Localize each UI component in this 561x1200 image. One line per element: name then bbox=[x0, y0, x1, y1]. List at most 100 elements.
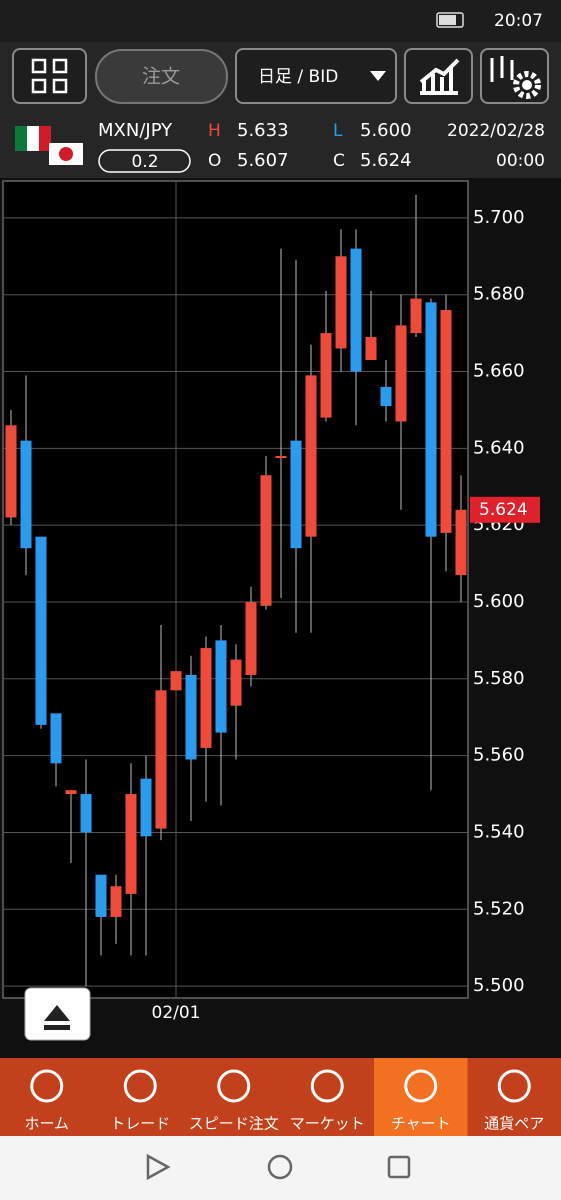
nav-icon bbox=[497, 1069, 531, 1103]
date: 2022/02/28 bbox=[447, 121, 545, 141]
nav-item[interactable]: ホーム bbox=[0, 1058, 94, 1136]
system-nav-bar bbox=[0, 1136, 561, 1200]
order-label: 注文 bbox=[142, 66, 180, 88]
flags bbox=[15, 126, 83, 165]
candle-body bbox=[365, 336, 377, 360]
low: 5.600 bbox=[360, 120, 412, 141]
y-tick-label: 5.600 bbox=[473, 591, 525, 612]
plot: 5.5005.5205.5405.5605.5805.6005.6205.640… bbox=[3, 181, 540, 1023]
status-time: 20:07 bbox=[494, 11, 543, 31]
candle-body bbox=[95, 874, 107, 917]
candle-body bbox=[20, 440, 32, 549]
icon bbox=[31, 58, 47, 74]
order-button[interactable]: 注文 bbox=[95, 49, 228, 104]
battery-level bbox=[439, 15, 456, 25]
high-label: H bbox=[208, 121, 221, 141]
last-price-label: 5.624 bbox=[479, 500, 528, 520]
candle-body bbox=[260, 475, 272, 606]
nav-item[interactable]: 通貨ペア bbox=[467, 1058, 561, 1136]
candle-body bbox=[335, 256, 347, 349]
candle-body bbox=[140, 778, 152, 837]
candle-body bbox=[170, 671, 182, 691]
button-frame bbox=[235, 48, 397, 104]
y-tick-label: 5.680 bbox=[473, 284, 525, 305]
recents-button[interactable] bbox=[387, 1155, 411, 1179]
y-tick-label: 5.560 bbox=[473, 745, 525, 766]
gear-icon bbox=[513, 71, 541, 99]
nav-icon bbox=[217, 1069, 251, 1103]
candle-body bbox=[320, 333, 332, 418]
gear-icon bbox=[522, 80, 532, 90]
candle-body bbox=[455, 509, 467, 576]
candle-body bbox=[275, 456, 287, 459]
icon bbox=[52, 78, 68, 94]
status-bar bbox=[0, 0, 561, 42]
candle-body bbox=[395, 325, 407, 422]
lot-pill bbox=[98, 149, 191, 173]
x-tick-label: 02/01 bbox=[152, 1003, 201, 1023]
candle-body bbox=[350, 248, 362, 372]
flag-part bbox=[27, 126, 39, 151]
candle-body bbox=[50, 713, 62, 764]
menu-button[interactable] bbox=[12, 48, 87, 104]
y-tick-label: 5.660 bbox=[473, 361, 525, 382]
icon bbox=[52, 58, 68, 74]
nav-icon bbox=[310, 1069, 344, 1103]
last-price-tag bbox=[470, 496, 540, 523]
flag-part bbox=[59, 147, 73, 161]
candle-body bbox=[80, 794, 92, 833]
nav-label: トレード bbox=[110, 1115, 170, 1133]
candle-body bbox=[125, 794, 137, 894]
back-button[interactable] bbox=[146, 1153, 171, 1181]
candle-body bbox=[155, 690, 167, 829]
plot-area bbox=[2, 180, 469, 999]
candle-body bbox=[410, 298, 422, 334]
button-frame bbox=[95, 49, 228, 104]
time: 00:00 bbox=[496, 151, 545, 171]
nav-label: マーケット bbox=[290, 1115, 365, 1133]
flag-part bbox=[15, 126, 27, 151]
nav-icon bbox=[30, 1069, 64, 1103]
close: 5.624 bbox=[360, 150, 412, 171]
close-label: C bbox=[333, 151, 345, 171]
chart-type-button[interactable] bbox=[404, 48, 473, 104]
candle-body bbox=[185, 674, 197, 760]
candle-body bbox=[65, 790, 77, 795]
nav-item[interactable]: スピード注文 bbox=[187, 1058, 281, 1136]
high: 5.633 bbox=[237, 120, 289, 141]
candle-body bbox=[200, 648, 212, 748]
nav-item[interactable]: トレード bbox=[93, 1058, 188, 1136]
pair: MXN/JPY bbox=[98, 120, 173, 141]
home-button[interactable] bbox=[267, 1154, 293, 1180]
icon bbox=[490, 56, 514, 82]
candle-body bbox=[230, 659, 242, 706]
nav-item[interactable]: マーケット bbox=[280, 1058, 375, 1136]
collapse-button[interactable] bbox=[24, 987, 91, 1041]
open-label: O bbox=[208, 151, 221, 171]
candle-body bbox=[245, 601, 257, 675]
y-tick-label: 5.700 bbox=[473, 207, 525, 228]
candle-body bbox=[290, 440, 302, 549]
period-select[interactable]: 日足 / BID bbox=[235, 48, 397, 104]
button-frame bbox=[12, 48, 87, 104]
candle-body bbox=[305, 375, 317, 537]
icon bbox=[31, 78, 47, 94]
candle-body bbox=[35, 536, 47, 725]
nav-item[interactable]: チャート bbox=[374, 1058, 468, 1136]
y-tick-label: 5.500 bbox=[473, 975, 525, 996]
period-label: 日足 / BID bbox=[258, 67, 338, 87]
nav-label: 通貨ペア bbox=[484, 1115, 544, 1133]
candle-body bbox=[380, 386, 392, 407]
candle-body bbox=[110, 886, 122, 917]
open: 5.607 bbox=[237, 150, 289, 171]
candle-body bbox=[425, 302, 437, 537]
nav-label: ホーム bbox=[24, 1115, 69, 1133]
dropdown-arrow bbox=[370, 71, 386, 81]
y-tick-label: 5.580 bbox=[473, 668, 525, 689]
nav-label: スピード注文 bbox=[189, 1115, 279, 1133]
settings-button[interactable] bbox=[480, 48, 549, 104]
nav-icon bbox=[404, 1069, 438, 1103]
